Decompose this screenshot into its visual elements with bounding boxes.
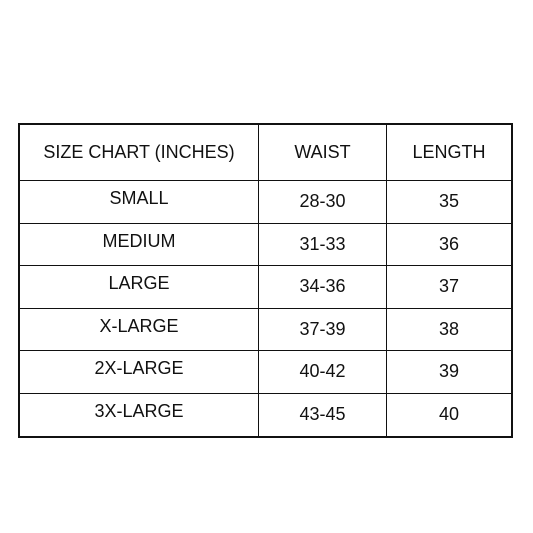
row-length: 36	[387, 224, 511, 266]
header-length: LENGTH	[387, 125, 511, 181]
row-waist: 28-30	[259, 181, 387, 224]
row-length: 38	[387, 309, 511, 351]
row-size: MEDIUM	[20, 223, 259, 266]
header-waist: WAIST	[259, 125, 387, 181]
row-size: 3X-LARGE	[20, 393, 259, 436]
row-waist: 43-45	[259, 393, 387, 436]
row-length: 35	[387, 181, 511, 224]
row-length: 40	[438, 404, 460, 425]
row-waist: 37-39	[259, 308, 387, 351]
row-length: 39	[387, 351, 511, 394]
size-chart-table: SIZE CHART (INCHES) WAIST LENGTH SMALL 2…	[18, 123, 513, 438]
row-size: X-LARGE	[20, 308, 259, 351]
header-size-chart: SIZE CHART (INCHES)	[20, 125, 259, 181]
row-length: 37	[387, 266, 511, 309]
row-waist: 31-33	[259, 223, 387, 266]
row-size: 2X-LARGE	[20, 351, 259, 394]
row-waist: 40-42	[259, 351, 387, 394]
row-size: LARGE	[20, 266, 259, 309]
row-size: SMALL	[20, 181, 259, 224]
row-waist: 34-36	[259, 266, 387, 309]
